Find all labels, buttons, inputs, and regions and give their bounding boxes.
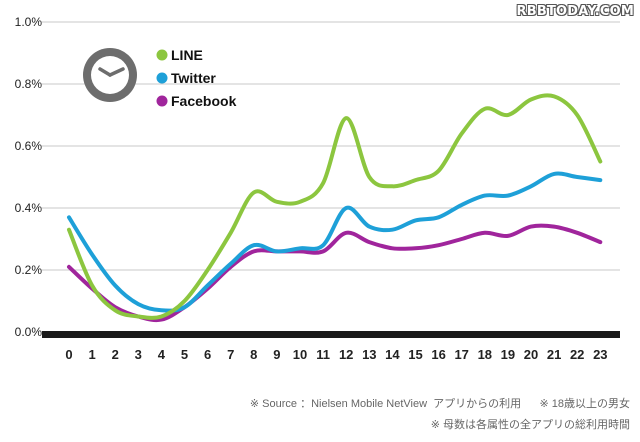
x-tick-label: 12 — [339, 347, 353, 362]
y-tick-label: 0.0% — [15, 325, 43, 339]
population-note: ※ 母数は各属性の全アプリの総利用時間 — [430, 419, 630, 431]
legend-label-facebook: Facebook — [171, 93, 237, 109]
legend-marker-facebook — [156, 95, 168, 107]
gridlines — [42, 21, 620, 271]
series-line-line — [67, 93, 603, 320]
legend-marker-line — [156, 49, 168, 61]
x-tick-label: 0 — [65, 347, 72, 362]
x-tick-label: 23 — [593, 347, 607, 362]
series-line-facebook — [67, 223, 603, 323]
legend-label-line: LINE — [171, 47, 203, 63]
x-tick-label: 16 — [431, 347, 445, 362]
legend-marker-twitter — [156, 72, 168, 84]
legend-label-twitter: Twitter — [171, 70, 216, 86]
x-tick-label: 21 — [547, 347, 561, 362]
series-line-twitter — [67, 171, 603, 313]
x-tick-label: 8 — [250, 347, 257, 362]
x-axis-ticks: 0 1 2 3 4 5 6 7 8 9 10 11 12 13 14 15 16 17 18 19 20 21 22 23 — [65, 347, 607, 362]
x-tick-label: 17 — [454, 347, 468, 362]
x-tick-label: 7 — [227, 347, 234, 362]
x-tick-label: 19 — [501, 347, 515, 362]
x-tick-label: 3 — [135, 347, 142, 362]
x-tick-label: 10 — [293, 347, 307, 362]
series-lines — [67, 93, 603, 323]
y-tick-label: 0.8% — [15, 77, 43, 91]
x-tick-label: 14 — [385, 347, 400, 362]
x-tick-label: 2 — [112, 347, 119, 362]
x-tick-label: 20 — [524, 347, 538, 362]
x-tick-label: 13 — [362, 347, 376, 362]
x-tick-label: 1 — [88, 347, 95, 362]
x-tick-label: 6 — [204, 347, 211, 362]
y-tick-label: 0.4% — [15, 201, 43, 215]
y-axis-ticks: 0.0% 0.2% 0.4% 0.6% 0.8% 1.0% — [15, 15, 43, 339]
x-tick-label: 4 — [158, 347, 166, 362]
x-axis-baseline — [42, 331, 620, 338]
y-tick-label: 1.0% — [15, 15, 43, 29]
y-tick-label: 0.6% — [15, 139, 43, 153]
clock-icon — [83, 48, 137, 102]
watermark: RBBTODAY.COM — [516, 4, 634, 19]
x-tick-label: 18 — [478, 347, 492, 362]
x-tick-label: 11 — [316, 347, 330, 362]
x-tick-label: 9 — [273, 347, 280, 362]
y-tick-label: 0.2% — [15, 263, 43, 277]
source-note: ※ Source ：Nielsen Mobile NetView アプリからの利… — [249, 398, 630, 410]
x-tick-label: 15 — [408, 347, 422, 362]
x-tick-label: 22 — [570, 347, 584, 362]
legend: LINE Twitter Facebook — [83, 47, 237, 109]
x-tick-label: 5 — [181, 347, 188, 362]
